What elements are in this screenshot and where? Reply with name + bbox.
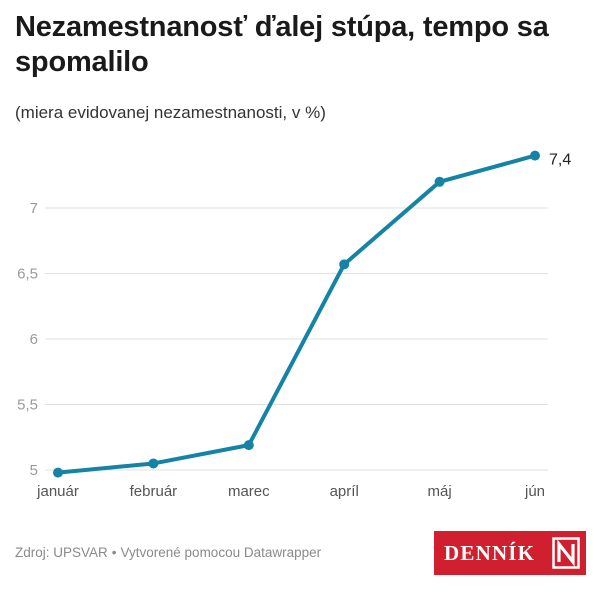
line-chart: 5 5,5 6 6,5 7 január február marec apríl máj jún 7,… (17, 150, 571, 500)
y-tick-label: 5 (30, 462, 38, 479)
credit-note: Vytvorené pomocou Datawrapper (120, 545, 322, 560)
n-mark-icon (552, 537, 580, 569)
y-tick-label: 7 (30, 200, 38, 217)
data-point (53, 467, 63, 478)
dennik-n-logo: DENNÍK (434, 531, 586, 575)
chart-subtitle: (miera evidovanej nezamestnanosti, v %) (15, 103, 326, 122)
footer-separator: • (111, 545, 117, 560)
data-point (339, 259, 350, 270)
x-tick-label: jún (524, 483, 545, 500)
series-line (56, 153, 537, 475)
data-point (243, 440, 254, 451)
x-tick-label: apríl (330, 483, 359, 500)
x-tick-label: máj (428, 483, 452, 500)
x-tick-label: február (130, 483, 178, 500)
chart-area: 5 5,5 6 6,5 7 január február marec apríl máj jún 7,… (0, 130, 600, 510)
data-point (434, 176, 445, 187)
x-tick-label: marec (228, 483, 270, 500)
data-point (148, 458, 159, 469)
chart-title: Nezamestnanosť ďalej stúpa, tempo sa spo… (15, 11, 549, 78)
data-label: 7,4 (549, 152, 571, 169)
chart-footer: Zdroj: UPSVAR • Vytvorené pomocou Datawrap… (15, 545, 321, 560)
y-tick-label: 5,5 (17, 397, 38, 414)
y-tick-label: 6,5 (17, 266, 38, 283)
x-tick-label: január (36, 483, 79, 500)
y-tick-label: 6 (30, 331, 38, 348)
data-point (530, 150, 540, 161)
source-note: Zdroj: UPSVAR (15, 545, 108, 560)
logo-wordmark: DENNÍK (444, 540, 536, 565)
